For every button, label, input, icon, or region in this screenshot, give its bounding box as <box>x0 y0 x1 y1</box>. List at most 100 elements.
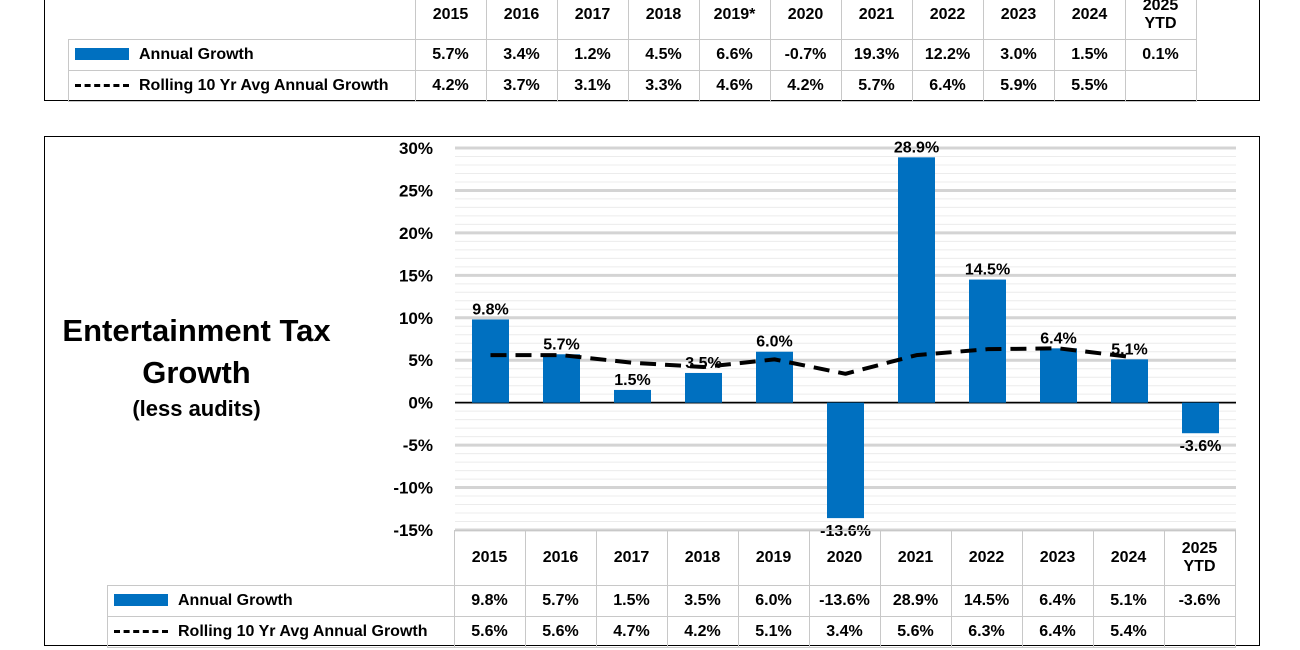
bar-data-label: 1.5% <box>614 372 650 389</box>
legend-dash-swatch <box>75 83 129 87</box>
table-cell: 5.6% <box>879 615 952 648</box>
table-cell <box>1124 69 1197 102</box>
y-tick-label: 0% <box>408 394 433 413</box>
series-legend-label: Annual Growth <box>107 584 455 617</box>
y-tick-label: 15% <box>399 266 433 285</box>
table-cell: 5.5% <box>1053 69 1126 102</box>
y-tick-label: 10% <box>399 309 433 328</box>
table-cell: 0.1% <box>1124 38 1197 71</box>
table-year-header: 2019 <box>737 530 810 586</box>
legend-bar-swatch <box>114 594 168 607</box>
y-tick-label: -15% <box>393 521 433 540</box>
table-year-header: 2015 <box>414 0 487 40</box>
table-year-header: 2018 <box>666 530 739 586</box>
y-tick-label: -10% <box>393 479 433 498</box>
y-tick-label: 30% <box>399 139 433 158</box>
table-cell: 3.7% <box>485 69 558 102</box>
bar <box>614 389 651 403</box>
table-cell: 5.7% <box>414 38 487 71</box>
table-row: Rolling 10 Yr Avg Annual Growth 4.2% 3.7% 3… <box>68 69 1197 102</box>
legend-bar-swatch <box>75 48 129 61</box>
bar-data-label: 9.8% <box>472 301 508 318</box>
table-year-header: 2021 <box>879 530 952 586</box>
bar-data-label: 6.0% <box>756 334 792 351</box>
table-year-header: 2024 <box>1053 0 1126 40</box>
table-cell: 4.2% <box>414 69 487 102</box>
bar <box>898 157 935 403</box>
table-cell: 3.1% <box>556 69 629 102</box>
table-year-header: 2021 <box>840 0 913 40</box>
bar-data-label: 5.7% <box>543 336 579 353</box>
table-cell: 5.4% <box>1092 615 1165 648</box>
table-cell: 1.2% <box>556 38 629 71</box>
table-corner <box>108 531 455 586</box>
rolling-average-line <box>490 346 1130 376</box>
table-year-header: 2022 <box>950 530 1023 586</box>
table-cell: 5.6% <box>453 615 526 648</box>
table-year-header: 2022 <box>911 0 984 40</box>
table-cell: 6.4% <box>1021 584 1094 617</box>
table-cell: 6.3% <box>950 615 1023 648</box>
table-cell: 3.0% <box>982 38 1055 71</box>
chart-subtitle: (less audits) <box>132 396 261 421</box>
y-tick-label: 25% <box>399 181 433 200</box>
y-tick-label: 20% <box>399 224 433 243</box>
bar-data-label: -3.6% <box>1180 438 1222 455</box>
table-cell: 4.7% <box>595 615 668 648</box>
table-cell: 12.2% <box>911 38 984 71</box>
table-year-header: 2020 <box>808 530 881 586</box>
table-cell: 1.5% <box>1053 38 1126 71</box>
table-year-header: 2025 YTD <box>1163 530 1236 586</box>
table-cell: -13.6% <box>808 584 881 617</box>
table-cell: 3.3% <box>627 69 700 102</box>
table-cell <box>1163 615 1236 648</box>
bar-data-label: 14.5% <box>965 262 1010 279</box>
table-row: Annual Growth 9.8% 5.7% 1.5% 3.5% 6.0% -13.6% 2… <box>107 584 1236 617</box>
table-cell: 6.0% <box>737 584 810 617</box>
table-cell: 6.6% <box>698 38 771 71</box>
bar <box>827 402 864 519</box>
table-cell: 5.7% <box>524 584 597 617</box>
series-legend-label: Rolling 10 Yr Avg Annual Growth <box>107 615 455 648</box>
bar-data-label: 28.9% <box>894 139 939 156</box>
table-cell: 5.1% <box>737 615 810 648</box>
legend-dash-swatch <box>114 629 168 633</box>
bar-data-label: 5.1% <box>1111 341 1147 358</box>
table-cell: 4.6% <box>698 69 771 102</box>
table-year-header: 2019* <box>698 0 771 40</box>
table-cell: 14.5% <box>950 584 1023 617</box>
table-cell: 5.6% <box>524 615 597 648</box>
bar <box>1040 348 1077 403</box>
table-cell: 4.2% <box>769 69 842 102</box>
table-year-header: 2018 <box>627 0 700 40</box>
table-year-header: 2016 <box>485 0 558 40</box>
table-cell: 3.4% <box>808 615 881 648</box>
bar <box>1111 359 1148 403</box>
table-year-header: 2020 <box>769 0 842 40</box>
table-cell: 3.4% <box>485 38 558 71</box>
table-cell: 19.3% <box>840 38 913 71</box>
table-year-header: 2015 <box>453 530 526 586</box>
table-cell: 28.9% <box>879 584 952 617</box>
table-year-header: 2017 <box>595 530 668 586</box>
bar-data-label: 6.4% <box>1040 330 1076 347</box>
bottom-data-table: 2015 2016 2017 2018 2019 2020 2021 2022 2023 2024… <box>107 530 1236 648</box>
table-year-header: 2023 <box>1021 530 1094 586</box>
series-legend-label: Rolling 10 Yr Avg Annual Growth <box>68 69 416 102</box>
table-row: Annual Growth 5.7% 3.4% 1.2% 4.5% 6.6% -0.7% 19… <box>68 38 1197 71</box>
table-corner <box>69 0 416 39</box>
bar-data-label: 3.5% <box>685 355 721 372</box>
table-cell: 3.5% <box>666 584 739 617</box>
table-year-header: 2016 <box>524 530 597 586</box>
chart-title: Entertainment Tax Growth <box>62 313 331 390</box>
series-legend-label: Annual Growth <box>68 38 416 71</box>
table-cell: 6.4% <box>911 69 984 102</box>
table-cell: 4.5% <box>627 38 700 71</box>
table-cell: 4.2% <box>666 615 739 648</box>
table-cell: -3.6% <box>1163 584 1236 617</box>
table-cell: 5.9% <box>982 69 1055 102</box>
bar <box>685 372 722 403</box>
y-tick-label: -5% <box>403 436 433 455</box>
bar <box>543 354 580 403</box>
